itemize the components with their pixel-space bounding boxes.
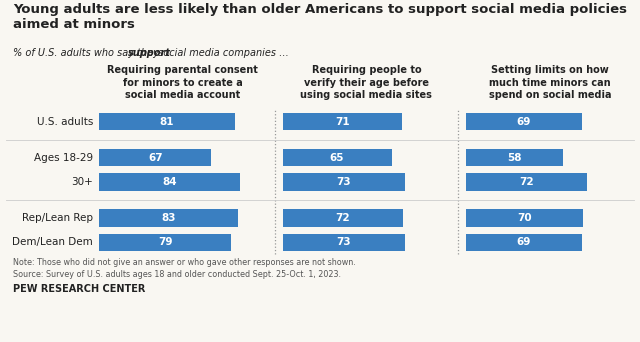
Text: 72: 72 xyxy=(519,177,534,187)
Bar xyxy=(466,149,563,167)
Bar xyxy=(466,113,582,130)
Text: 69: 69 xyxy=(516,117,531,127)
Text: U.S. adults: U.S. adults xyxy=(36,117,93,127)
Text: Dem/Lean Dem: Dem/Lean Dem xyxy=(12,237,93,247)
Text: 81: 81 xyxy=(160,117,174,127)
Text: 67: 67 xyxy=(148,153,163,163)
Bar xyxy=(466,209,584,227)
Bar xyxy=(99,113,235,130)
Bar xyxy=(283,234,405,251)
Text: 30+: 30+ xyxy=(72,177,93,187)
Bar xyxy=(283,149,392,167)
Text: 79: 79 xyxy=(158,237,173,247)
Bar xyxy=(99,173,240,190)
Text: 83: 83 xyxy=(161,213,176,223)
Bar xyxy=(99,234,232,251)
Text: Note: Those who did not give an answer or who gave other responses are not shown: Note: Those who did not give an answer o… xyxy=(13,259,356,279)
Bar xyxy=(283,209,403,227)
Bar xyxy=(466,234,582,251)
Text: 70: 70 xyxy=(517,213,532,223)
Text: 69: 69 xyxy=(516,237,531,247)
Text: 58: 58 xyxy=(508,153,522,163)
Text: 73: 73 xyxy=(337,177,351,187)
Text: 84: 84 xyxy=(162,177,177,187)
Text: 71: 71 xyxy=(335,117,349,127)
Text: social media companies …: social media companies … xyxy=(156,49,289,58)
Bar xyxy=(466,173,587,190)
Text: Setting limits on how
much time minors can
spend on social media: Setting limits on how much time minors c… xyxy=(488,65,611,100)
Bar xyxy=(283,113,401,130)
Text: Requiring parental consent
for minors to create a
social media account: Requiring parental consent for minors to… xyxy=(108,65,259,100)
Text: Ages 18-29: Ages 18-29 xyxy=(34,153,93,163)
Bar xyxy=(283,173,405,190)
Text: PEW RESEARCH CENTER: PEW RESEARCH CENTER xyxy=(13,285,145,294)
Text: 65: 65 xyxy=(330,153,344,163)
Text: support: support xyxy=(128,49,171,58)
Text: % of U.S. adults who say they: % of U.S. adults who say they xyxy=(13,49,162,58)
Text: 72: 72 xyxy=(335,213,350,223)
Text: 73: 73 xyxy=(337,237,351,247)
Bar xyxy=(99,209,238,227)
Text: Young adults are less likely than older Americans to support social media polici: Young adults are less likely than older … xyxy=(13,3,627,31)
Text: Requiring people to
verify their age before
using social media sites: Requiring people to verify their age bef… xyxy=(300,65,433,100)
Bar xyxy=(99,149,211,167)
Text: Rep/Lean Rep: Rep/Lean Rep xyxy=(22,213,93,223)
